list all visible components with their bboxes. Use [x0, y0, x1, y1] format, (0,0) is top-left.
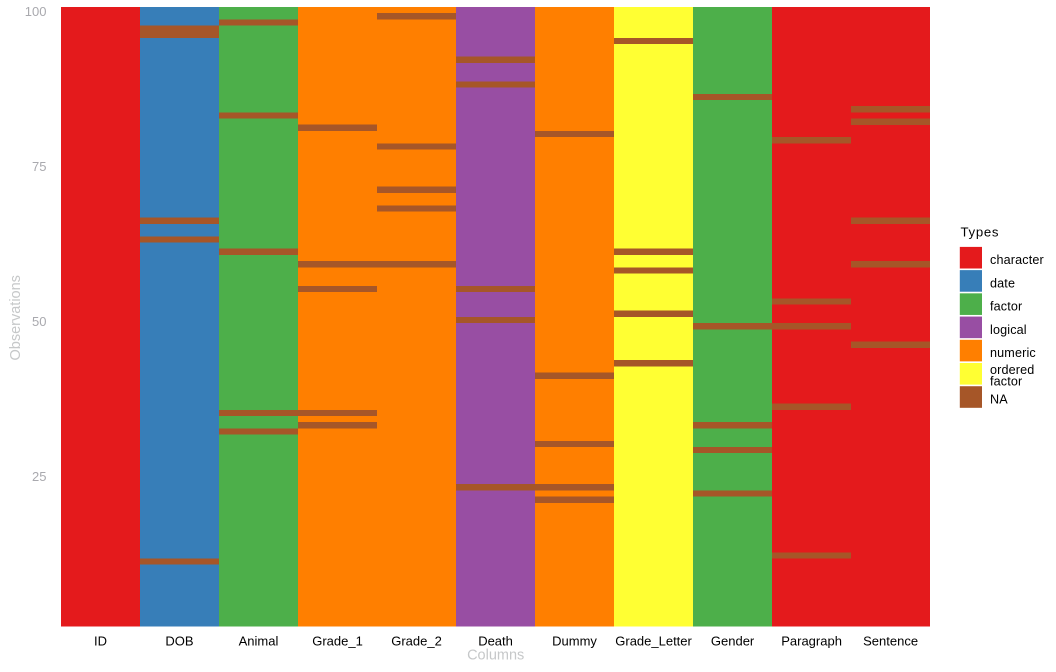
- svg-text:Observations: Observations: [8, 275, 24, 360]
- svg-text:Dummy: Dummy: [552, 633, 597, 648]
- svg-text:25: 25: [32, 469, 46, 484]
- svg-text:75: 75: [32, 159, 46, 174]
- svg-text:NA: NA: [990, 392, 1008, 406]
- svg-text:DOB: DOB: [165, 633, 193, 648]
- svg-text:Gender: Gender: [711, 633, 755, 648]
- svg-text:Grade_Letter: Grade_Letter: [615, 633, 692, 648]
- svg-text:50: 50: [32, 314, 46, 329]
- svg-text:Grade_1: Grade_1: [312, 633, 363, 648]
- svg-text:Animal: Animal: [239, 633, 279, 648]
- svg-text:Columns: Columns: [467, 648, 524, 664]
- svg-text:numeric: numeric: [990, 346, 1036, 360]
- svg-text:100: 100: [25, 4, 47, 19]
- svg-text:ID: ID: [94, 633, 107, 648]
- svg-text:Paragraph: Paragraph: [781, 633, 842, 648]
- svg-text:Sentence: Sentence: [863, 633, 918, 648]
- svg-text:factor: factor: [990, 374, 1022, 388]
- svg-text:Types: Types: [961, 225, 1000, 240]
- svg-text:logical: logical: [990, 323, 1027, 337]
- svg-text:date: date: [990, 276, 1015, 290]
- svg-text:ordered: ordered: [990, 363, 1034, 377]
- svg-text:factor: factor: [990, 300, 1022, 314]
- svg-text:character: character: [990, 253, 1044, 267]
- svg-text:Death: Death: [478, 633, 513, 648]
- svg-text:Grade_2: Grade_2: [391, 633, 442, 648]
